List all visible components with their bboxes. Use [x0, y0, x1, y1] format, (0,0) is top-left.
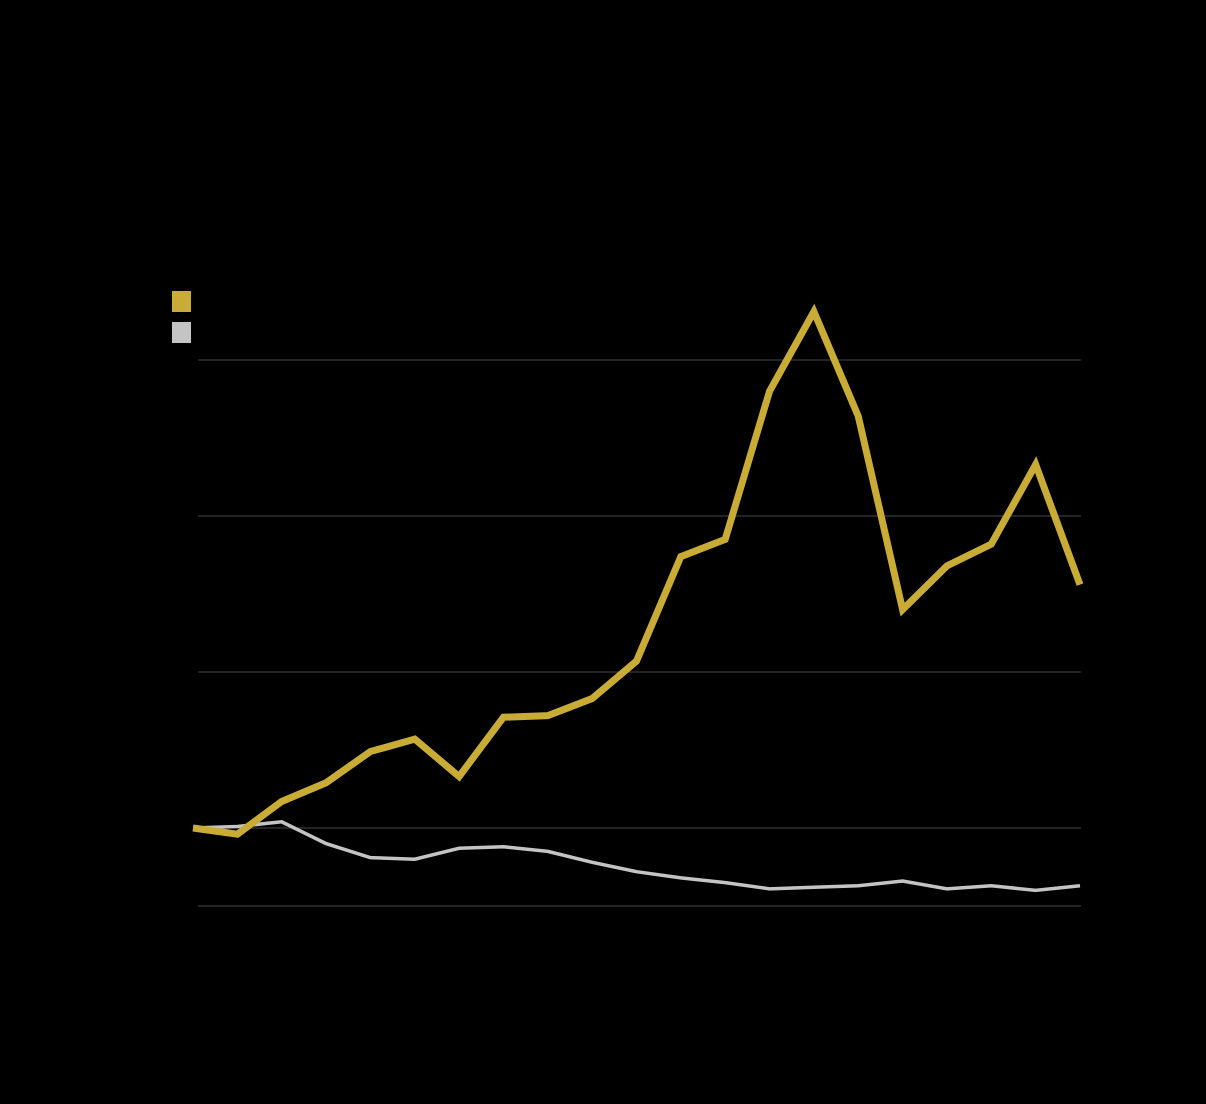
series-line	[192, 819, 1081, 893]
series-line	[192, 303, 1084, 838]
legend-swatch	[172, 322, 191, 343]
legend-swatch	[172, 291, 191, 312]
